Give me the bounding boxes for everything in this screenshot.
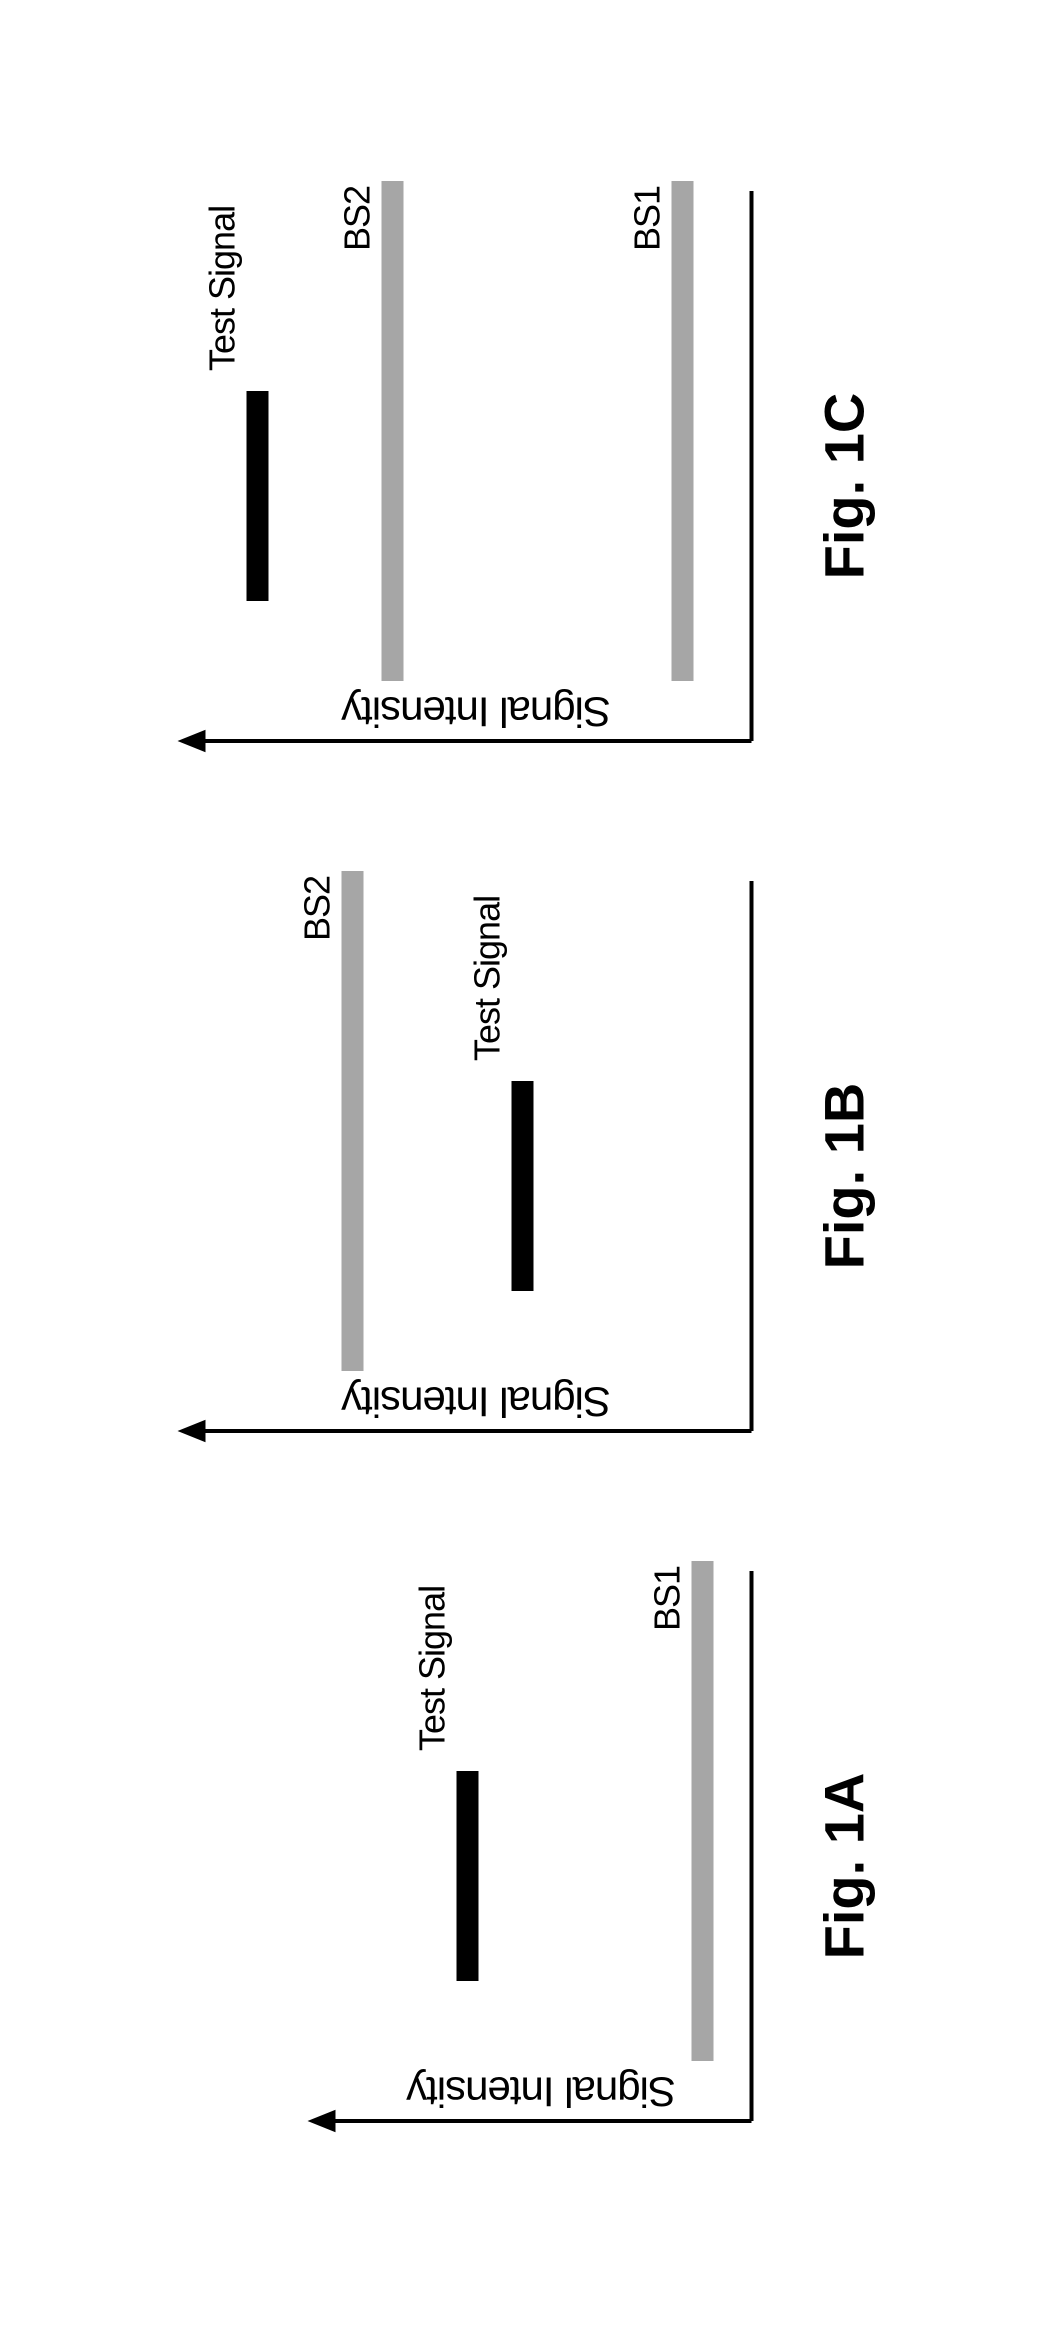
bar-label-bs1: BS1 [646,1566,687,1631]
y-axis-label-1c: Signal Intensity [342,688,611,736]
bar-label-bs2: BS2 [296,876,337,941]
chart-group-1a: Signal Intensity Test Signal BS1 Fig. 1A [301,1561,876,2171]
bar-test-signal [246,391,268,601]
chart-1c: Signal Intensity Test Signal BS2 BS1 [171,181,781,791]
caption-1a: Fig. 1A [811,1773,876,1960]
bar-label-test-signal: Test Signal [411,1586,452,1751]
bar-label-test-signal: Test Signal [466,896,507,1061]
bar-label-bs1: BS1 [626,186,667,251]
figure-container: Signal Intensity Test SignalBS1 Fig. 1A … [0,0,1047,2352]
bar-label-test-signal: Test Signal [201,206,242,371]
bar-bs2 [381,181,403,681]
charts-row: Signal Intensity Test SignalBS1 Fig. 1A … [171,0,876,2352]
caption-1c: Fig. 1C [811,393,876,580]
chart-group-1b: Signal Intensity BS2 Test Signal Fig. 1B [171,871,876,1481]
caption-1b: Fig. 1B [811,1083,876,1270]
chart-1a: Signal Intensity Test Signal BS1 [301,1561,781,2171]
bar-bs1 [671,181,693,681]
bar-test-signal [511,1081,533,1291]
y-axis-label-1b: Signal Intensity [342,1378,611,1426]
y-axis-label-1a: Signal Intensity [407,2068,676,2116]
bar-test-signal [456,1771,478,1981]
bar-bs1 [691,1561,713,2061]
bar-label-bs2: BS2 [336,186,377,251]
chart-1b: Signal Intensity BS2 Test Signal [171,871,781,1481]
bar-bs2 [341,871,363,1371]
chart-group-1c: Signal Intensity Test Signal BS2 BS1 Fig. … [171,181,876,791]
